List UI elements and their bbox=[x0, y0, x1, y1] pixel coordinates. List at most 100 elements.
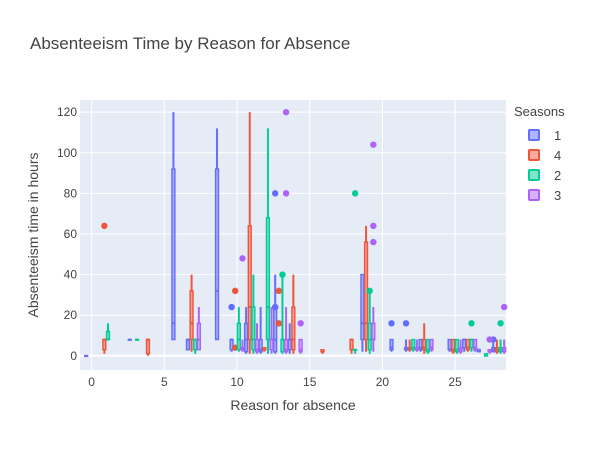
box-plot bbox=[487, 348, 492, 354]
box-plot bbox=[291, 274, 296, 354]
box-plot bbox=[418, 338, 423, 352]
box-plot bbox=[265, 128, 271, 354]
box-plot bbox=[425, 338, 431, 354]
box-plot bbox=[502, 339, 507, 354]
outlier-point bbox=[370, 238, 377, 246]
box-iqr bbox=[171, 168, 176, 341]
box-iqr bbox=[283, 338, 289, 353]
outlier-point bbox=[370, 222, 377, 230]
box-plot bbox=[451, 338, 456, 354]
box-iqr bbox=[418, 338, 423, 351]
box-iqr bbox=[298, 338, 303, 353]
box-plot bbox=[185, 338, 191, 351]
box-iqr bbox=[247, 225, 252, 341]
y-tick-label: 20 bbox=[64, 308, 78, 322]
box-plot bbox=[189, 274, 194, 352]
box-plot bbox=[269, 307, 274, 354]
x-tick-labels: 0 5 10 15 20 25 bbox=[88, 375, 462, 389]
series-3 bbox=[196, 108, 508, 354]
box-plot bbox=[349, 338, 354, 354]
outlier-point bbox=[282, 190, 290, 197]
y-tick-labels: 0 20 40 60 80 100 120 bbox=[57, 105, 77, 363]
box-plot bbox=[145, 338, 151, 356]
outlier-point bbox=[275, 287, 283, 295]
box-plot bbox=[262, 346, 267, 352]
legend-swatch bbox=[528, 189, 540, 201]
box-plot bbox=[494, 339, 500, 354]
box-iqr bbox=[189, 290, 194, 341]
box-plot bbox=[458, 339, 463, 354]
box-iqr bbox=[425, 338, 431, 353]
box-plot bbox=[298, 338, 303, 354]
outlier-point bbox=[402, 320, 410, 327]
box-iqr bbox=[462, 338, 467, 349]
series-4 bbox=[101, 112, 500, 356]
box-plot bbox=[251, 274, 256, 354]
legend-swatch bbox=[528, 169, 540, 181]
box-iqr bbox=[105, 330, 111, 341]
box-plot bbox=[407, 339, 412, 352]
box-iqr bbox=[196, 322, 202, 351]
box-plot bbox=[243, 307, 249, 354]
x-tick-label: 20 bbox=[376, 375, 390, 389]
box-iqr bbox=[451, 338, 456, 353]
box-plot bbox=[429, 338, 434, 352]
x-tick-label: 15 bbox=[303, 375, 317, 389]
legend-item-label: 4 bbox=[554, 147, 562, 163]
box-plot bbox=[247, 112, 252, 354]
box-iqr bbox=[254, 338, 260, 353]
box-iqr bbox=[273, 306, 278, 353]
box-plot bbox=[229, 338, 234, 352]
box-iqr bbox=[251, 306, 256, 351]
series-2 bbox=[105, 128, 504, 357]
box-plot bbox=[414, 339, 420, 352]
box-iqr bbox=[472, 338, 478, 351]
box-plot bbox=[280, 274, 285, 354]
x-tick-label: 25 bbox=[448, 375, 462, 389]
box-plot bbox=[127, 338, 132, 341]
x-tick-label: 5 bbox=[161, 375, 168, 389]
series-1 bbox=[84, 112, 497, 358]
y-axis-label: Absenteeism time in hours bbox=[25, 153, 41, 318]
box-iqr bbox=[269, 338, 274, 351]
box-plot bbox=[422, 323, 427, 354]
legend-item-label: 2 bbox=[554, 167, 562, 183]
outlier-point bbox=[366, 287, 373, 295]
legend-item-season-3[interactable]: 3 bbox=[528, 185, 565, 205]
outlier-point bbox=[297, 320, 304, 327]
box-iqr bbox=[145, 338, 151, 355]
box-iqr bbox=[371, 322, 376, 341]
legend-item-season-1[interactable]: 1 bbox=[528, 125, 565, 145]
x-tick-label: 0 bbox=[88, 375, 95, 389]
box-iqr bbox=[389, 338, 394, 351]
box-plot bbox=[105, 323, 111, 341]
legend: Seasons 1 4 2 3 bbox=[514, 104, 565, 205]
box-plot bbox=[196, 307, 202, 351]
box-series bbox=[84, 108, 508, 358]
box-plot bbox=[498, 339, 503, 354]
box-iqr bbox=[367, 322, 372, 351]
box-plot bbox=[371, 307, 376, 352]
box-plot bbox=[236, 307, 241, 352]
outlier-point bbox=[468, 320, 475, 327]
legend-item-season-2[interactable]: 2 bbox=[528, 165, 565, 185]
legend-item-label: 3 bbox=[554, 187, 562, 203]
y-tick-label: 0 bbox=[70, 349, 77, 363]
outlier-point bbox=[282, 108, 290, 116]
box-plot bbox=[476, 348, 481, 353]
outlier-point bbox=[232, 287, 239, 295]
legend-item-season-4[interactable]: 4 bbox=[528, 145, 565, 165]
box-plot bbox=[367, 290, 372, 354]
box-iqr bbox=[447, 338, 452, 351]
legend-item-label: 1 bbox=[554, 127, 562, 143]
box-iqr bbox=[102, 338, 107, 351]
y-tick-label: 40 bbox=[64, 268, 78, 282]
y-tick-label: 120 bbox=[57, 105, 77, 119]
box-plot bbox=[214, 128, 220, 341]
box-plot bbox=[254, 323, 260, 354]
box-iqr bbox=[349, 338, 354, 351]
legend-title: Seasons bbox=[514, 104, 565, 119]
box-plot bbox=[84, 354, 89, 358]
y-tick-label: 60 bbox=[64, 227, 78, 241]
